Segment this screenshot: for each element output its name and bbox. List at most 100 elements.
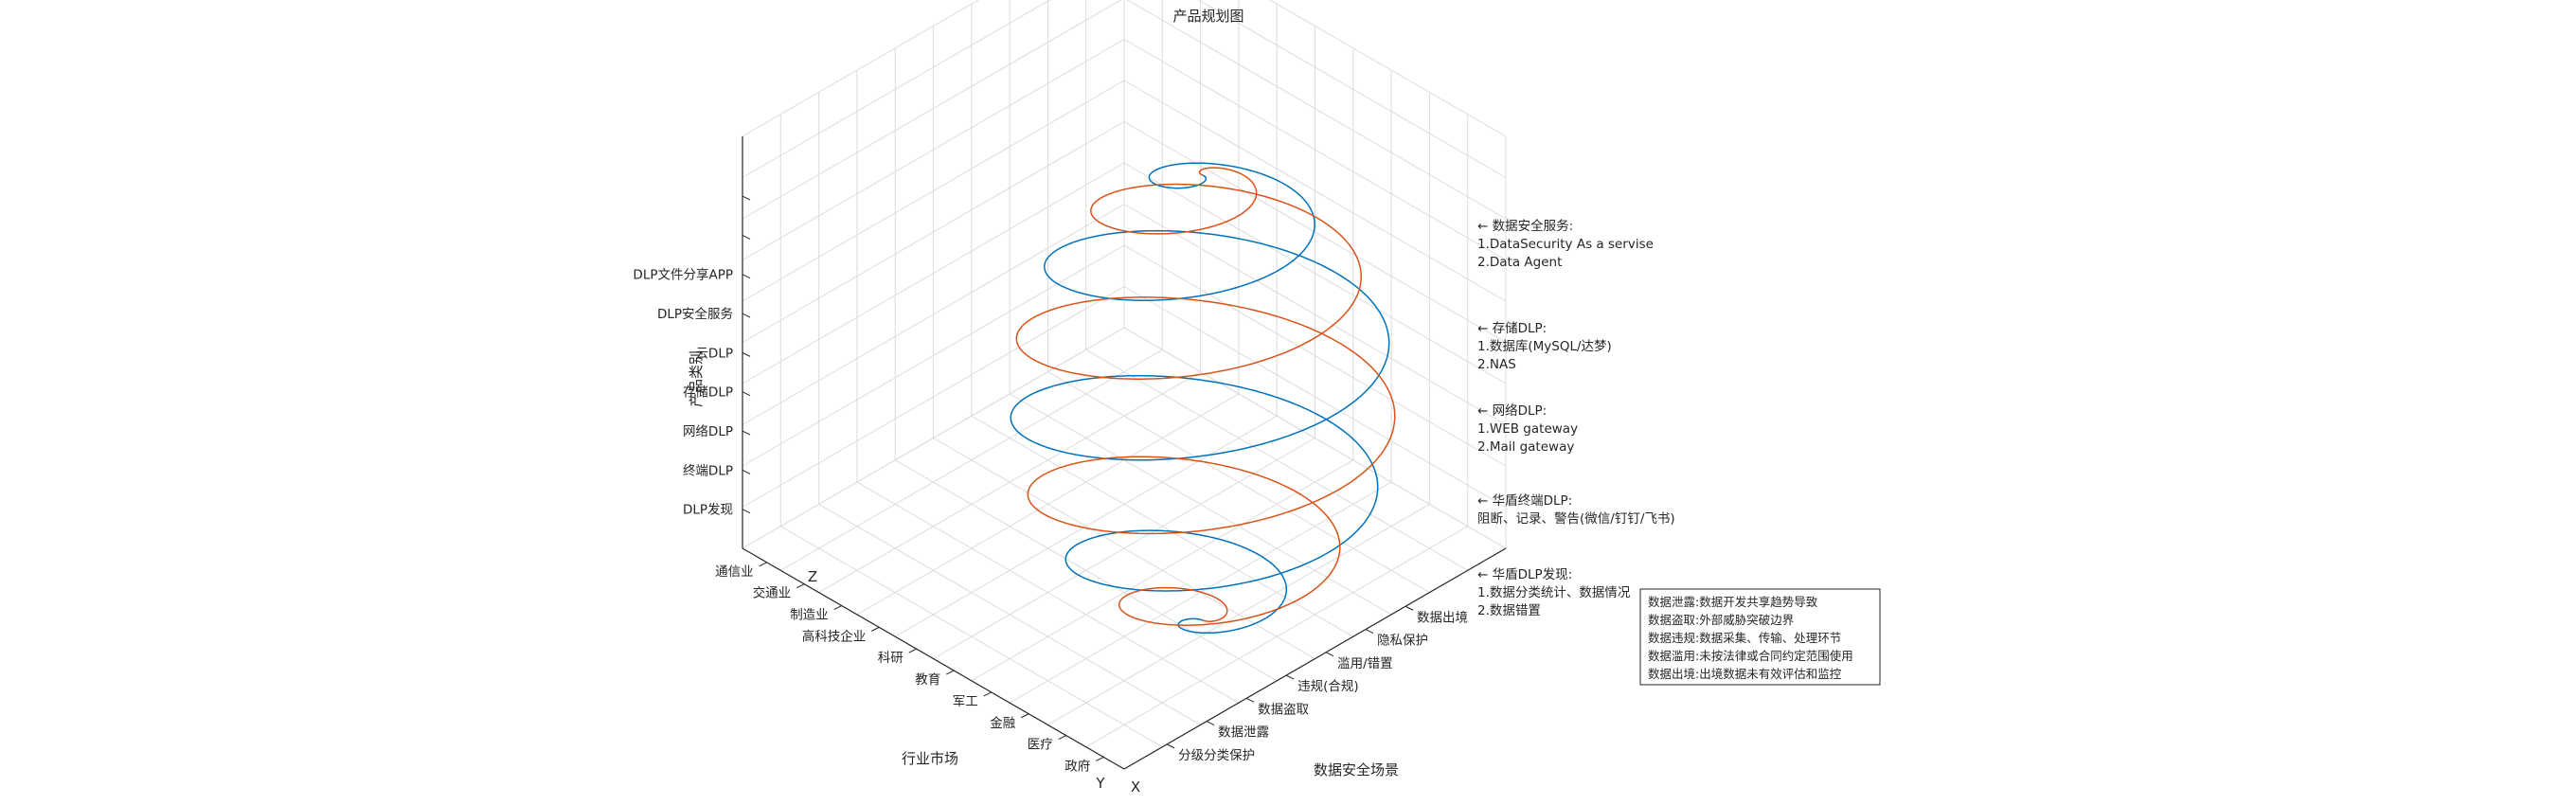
x-tick-label: 数据盗取 [1258,702,1309,717]
y-axis-letter: Y [1095,775,1105,792]
annotation-line: ← 华盾终端DLP: [1477,493,1572,509]
y-axis-title: 行业市场 [902,750,958,767]
z-tick [742,351,751,357]
grid-line [742,327,1125,549]
grid-line [971,415,1354,637]
annotation-line: 1.数据分类统计、数据情况 [1477,585,1631,600]
y-tick-label: 军工 [953,694,978,709]
grid-line [1197,0,1507,178]
z-axis-letter: Z [808,568,817,585]
x-tick-label: 分级分类保护 [1178,748,1255,763]
chart-title: 产品规划图 [1172,8,1243,25]
y-axis-line [742,547,1125,770]
y-tick-label: 医疗 [1028,738,1053,753]
legend-line: 数据滥用:未按法律或合同约定范围使用 [1648,649,1853,663]
x-tick-label: 违规(合规) [1297,679,1359,694]
grid-line [894,415,1278,637]
legend-line: 数据出境:出境数据未有效评估和监控 [1648,667,1842,681]
grid-line [742,80,1125,302]
x-tick [1166,743,1175,749]
axes [742,136,1507,770]
x-axis-title: 数据安全场景 [1314,761,1399,778]
grid-line [1123,39,1507,260]
legend-line: 数据泄露:数据开发共享趋势导致 [1648,595,1818,609]
z-tick-label: 终端DLP [683,463,733,478]
spiral-series-2 [1015,167,1396,626]
grid-line [1123,121,1507,343]
x-tick [1325,652,1334,657]
y-tick-label: 教育 [915,672,940,688]
annotation-line: 2.NAS [1477,357,1516,372]
legend-line: 数据盗取:外部威胁突破边界 [1648,613,1795,627]
y-tick-label: 制造业 [790,608,829,623]
z-tick [742,391,751,397]
legend-frame [1639,588,1881,686]
annotation-line: 2.数据错置 [1477,603,1541,618]
annotation-line: ← 数据安全服务: [1477,218,1573,234]
y-tick [1021,713,1029,719]
grid-lines [742,0,1507,770]
grid-line [1123,80,1507,302]
x-axis-line [1123,547,1507,770]
z-tick-label: DLP文件分享APP [633,267,733,283]
annotation-line: 阻断、记录、警告(微信/钉钉/飞书) [1477,511,1675,527]
annotation-line: 2.Mail gateway [1477,439,1574,455]
annotation-line: ← 存储DLP: [1477,321,1547,336]
y-tick-label: 交通业 [753,585,792,601]
grid-line [1085,349,1468,571]
z-tick [742,430,751,436]
x-tick-label: 滥用/错置 [1337,656,1393,671]
grid-line [1047,371,1430,594]
x-tick-label: 隐私保护 [1377,634,1428,649]
y-tick [983,691,992,697]
annotation-line: 1.数据库(MySQL/达梦) [1477,339,1612,354]
grid-line [742,0,980,137]
z-tick-label: 云DLP [695,346,733,361]
x-tick [1206,721,1215,726]
y-tick [1058,735,1066,741]
series-layer [1010,162,1396,635]
z-tick [742,509,751,514]
z-tick [742,234,751,240]
x-tick [1404,605,1414,611]
legend-box: 数据泄露:数据开发共享趋势导致数据盗取:外部威胁突破边界数据违规:数据采集、传输… [1639,588,1881,686]
y-tick [870,626,880,632]
x-tick [1285,674,1295,680]
grid-line [1268,0,1507,137]
grid-line [742,0,1122,220]
grid-line [933,438,1315,659]
y-tick-label: 科研 [878,651,903,666]
z-tick [742,469,751,474]
annotations: ← 数据安全服务: 1.DataSecurity As a servise 2.Da… [1477,218,1675,618]
y-tick [946,670,955,675]
y-tick [1096,756,1104,761]
grid-line [818,371,1201,594]
grid-line [1126,0,1507,220]
x-tick-label: 数据泄露 [1218,725,1269,741]
z-tick [742,274,751,279]
y-tick [759,562,767,567]
z-tick-label: DLP发现 [683,503,733,518]
z-tick-label: DLP安全服务 [657,306,733,322]
y-tick-label: 政府 [1064,759,1090,774]
z-axis-title: 产品类别 [688,350,705,407]
z-tick-label: 网络DLP [683,424,733,439]
y-tick-label: 高科技企业 [802,628,867,644]
grid-line [742,0,1051,178]
spiral-series-1 [1010,162,1390,635]
grid-line [856,393,1240,616]
y-tick-label: 金融 [990,716,1016,731]
x-tick-label: 数据出境 [1417,610,1468,625]
z-tick [742,313,751,318]
annotation-line: 1.DataSecurity As a servise [1477,237,1654,252]
annotation-line: ← 网络DLP: [1477,403,1547,419]
x-tick [1245,697,1255,703]
y-tick [833,605,842,610]
legend-line: 数据违规:数据采集、传输、处理环节 [1648,631,1841,645]
x-tick [1365,629,1374,634]
axis-labels: 分级分类保护 数据泄露 数据盗取 违规(合规) 滥用/错置 隐私保护 数据出境政府医疗金融军… [633,267,1468,775]
grid-line [780,349,1163,571]
x-axis-letter: X [1131,778,1140,796]
annotation-line: ← 华盾DLP发现: [1477,567,1572,582]
